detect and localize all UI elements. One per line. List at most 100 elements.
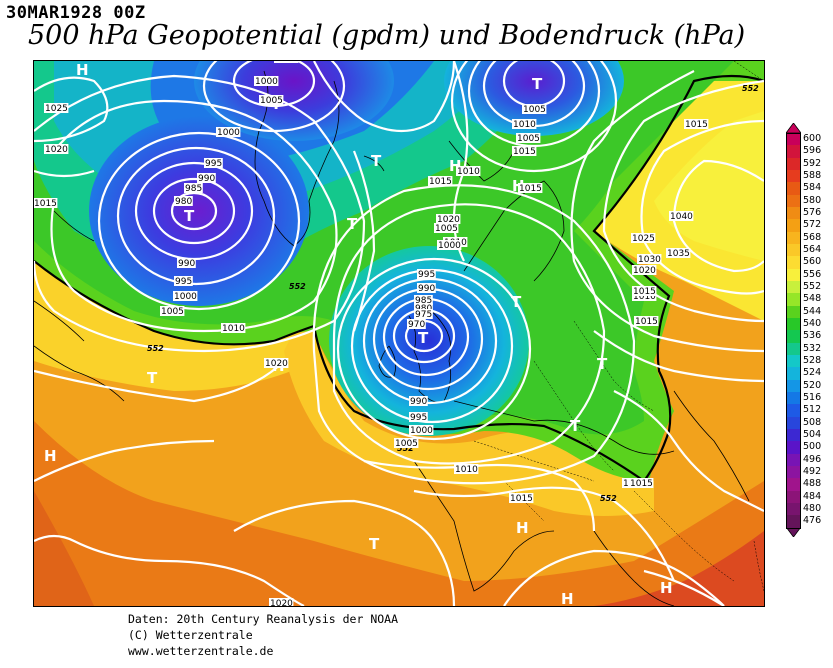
- isobar-label-bg: [409, 412, 428, 422]
- isobar-label: 1005: [435, 224, 458, 234]
- isobar-label: 1015: [510, 494, 533, 504]
- color-legend: 600 596 592 588 584 580 576 572 568 564 560 556 552 5…: [786, 123, 831, 537]
- isobar-label-bg: [184, 183, 203, 193]
- legend-swatch: [786, 465, 801, 479]
- legend-label: 488: [803, 478, 822, 490]
- legend-label: 568: [803, 231, 822, 243]
- isobar-label: 1015: [513, 147, 536, 157]
- isobar-label-bg: [160, 306, 185, 316]
- legend-swatch: [786, 194, 801, 207]
- isobar-label: 995: [418, 270, 435, 280]
- isobar-label: 985: [185, 184, 202, 194]
- isobar-label-bg: [632, 265, 657, 275]
- isobar-label-bg: [436, 214, 461, 224]
- credit-line-data: Daten: 20th Century Reanalysis der NOAA: [128, 612, 399, 626]
- isobar-label: 990: [198, 174, 215, 184]
- low-label: T: [511, 293, 522, 311]
- legend-label: 564: [803, 243, 822, 255]
- low-sib-shade: [444, 61, 624, 136]
- isobar-label: 990: [410, 397, 427, 407]
- yellow-band-west: [34, 261, 314, 391]
- isobar-label: 990: [418, 284, 435, 294]
- high-label: H: [660, 579, 673, 597]
- legend-swatch: [786, 416, 801, 429]
- credit-line-url[interactable]: www.wetterzentrale.de: [128, 644, 274, 658]
- isobar-label: 980: [175, 197, 192, 207]
- isobar-label-bg: [522, 104, 547, 114]
- isobar-label: 1015: [34, 199, 57, 209]
- legend-swatch: [786, 502, 801, 516]
- yellow-east-inner: [654, 111, 764, 261]
- low-label: T: [184, 207, 195, 225]
- isobar-label: 1015: [635, 317, 658, 327]
- legend-label: 580: [803, 194, 822, 206]
- legend-label: 576: [803, 206, 822, 218]
- isobar-label-bg: [269, 598, 294, 606]
- legend-label: 512: [803, 404, 822, 416]
- low-label: T: [371, 152, 382, 170]
- isobar-label: 985: [415, 296, 432, 306]
- legend-label: 560: [803, 256, 822, 268]
- legend-swatch: [786, 231, 801, 244]
- isobar-label-bg: [509, 493, 534, 503]
- legend-swatch: [786, 317, 801, 331]
- isobar-label-bg: [417, 283, 436, 293]
- southeast-hot-zone: [594, 531, 764, 606]
- isobar-label: 1020: [270, 599, 293, 606]
- legend-swatch: [786, 145, 801, 158]
- isobar-label-bg: [434, 223, 459, 233]
- isobar-label: 1040: [670, 212, 693, 222]
- yellow-band-central: [284, 311, 654, 516]
- legend-swatch: [786, 219, 801, 232]
- isobar-label-bg: [264, 358, 289, 368]
- legend-label: 532: [803, 342, 822, 354]
- legend-label: 536: [803, 330, 822, 342]
- isobar-label-bg: [669, 211, 694, 221]
- isobar-label-bg: [174, 196, 193, 206]
- legend-label: 516: [803, 391, 822, 403]
- low-iceland-shade: [89, 116, 309, 306]
- isobar-label: 1010: [275, 61, 298, 64]
- legend-swatch: [786, 256, 801, 269]
- isobar-label-bg: [454, 464, 479, 474]
- isobar-label: 1000: [217, 128, 240, 138]
- low-label: T: [369, 535, 380, 553]
- chart-title: 500 hPa Geopotential (gpdm) und Bodendru…: [28, 20, 746, 51]
- legend-label: 600: [803, 133, 822, 144]
- isobar-label: 1000: [410, 426, 433, 436]
- legend-swatch: [786, 280, 801, 294]
- legend-swatch: [786, 453, 801, 466]
- isobar-label-bg: [409, 425, 434, 435]
- isobar-label-bg: [414, 309, 433, 319]
- isobar-label-bg: [632, 286, 657, 296]
- legend-label: 544: [803, 305, 822, 317]
- legend-label: 592: [803, 157, 822, 169]
- isobar-label: 1035: [667, 249, 690, 259]
- isobar-label-bg: [437, 240, 462, 250]
- gpdm-label: 552: [742, 84, 759, 93]
- low-label: T: [347, 215, 358, 233]
- high-label: H: [516, 519, 529, 537]
- legend-label: 540: [803, 317, 822, 329]
- low-uk-shade: [329, 246, 529, 436]
- low-label: T: [570, 417, 581, 435]
- legend-label: 548: [803, 293, 822, 305]
- legend-swatch: [786, 133, 801, 147]
- legend-label: 500: [803, 441, 822, 453]
- legend-swatch: [786, 305, 801, 318]
- isobar-label: 1005: [517, 134, 540, 144]
- isobar-label-bg: [516, 133, 541, 143]
- legend-label: 520: [803, 379, 822, 391]
- high-label: H: [76, 61, 89, 79]
- isobar-label: 1015: [429, 177, 452, 187]
- legend-swatch: [786, 367, 801, 380]
- map-canvas: H H H H H H H H T T T T T T T T T T T 55…: [34, 61, 764, 606]
- legend-swatch: [786, 206, 801, 220]
- isobar-label: 995: [175, 277, 192, 287]
- legend-label: 596: [803, 145, 822, 157]
- isobar-label-bg: [666, 248, 691, 258]
- isobar-label: 1000: [438, 241, 461, 251]
- isobar-label-bg: [629, 478, 654, 488]
- weather-map[interactable]: H H H H H H H H T T T T T T T T T T T 55…: [33, 60, 765, 607]
- isobar-label-bg: [394, 438, 419, 448]
